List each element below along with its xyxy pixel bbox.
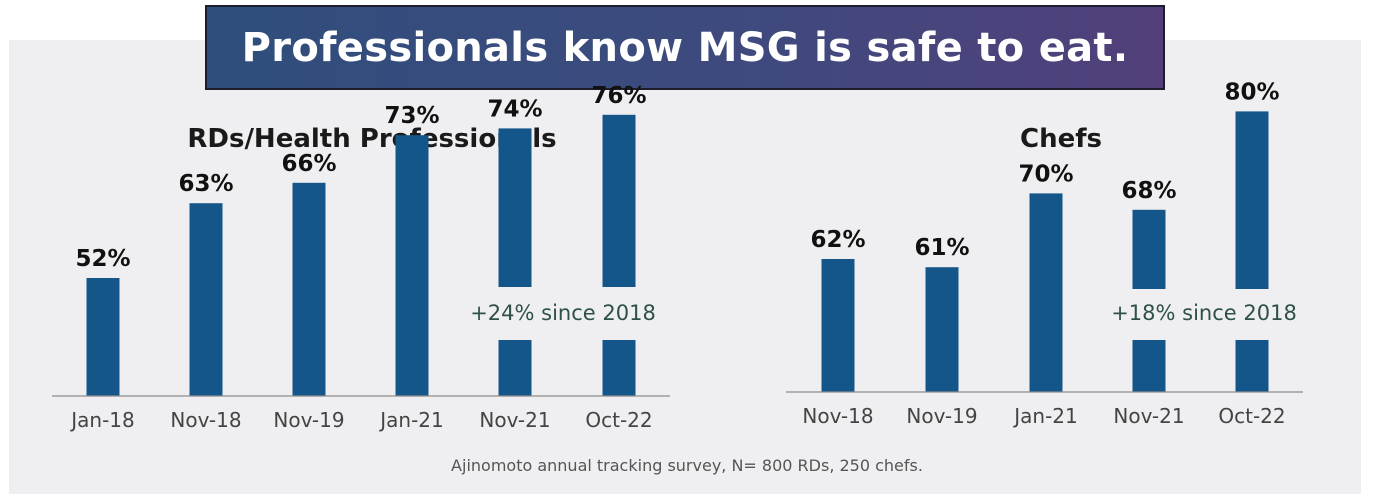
annotation-rds: +24% since 2018 (470, 301, 656, 325)
value-label-rds-2: 66% (281, 151, 336, 177)
bar-chefs-3-upper (1132, 209, 1166, 289)
tick-label-rds-2: Nov-19 (273, 408, 344, 432)
bar-rds-5-upper (602, 114, 636, 287)
value-label-rds-5: 76% (591, 83, 646, 109)
bar-rds-3 (395, 135, 429, 396)
tick-label-rds-5: Oct-22 (585, 408, 652, 432)
bar-chefs-4-upper (1235, 111, 1269, 290)
bar-rds-1 (189, 203, 223, 396)
banner-title: Professionals know MSG is safe to eat. (241, 24, 1129, 71)
value-label-rds-3: 73% (384, 103, 439, 129)
bar-chefs-3-lower (1132, 340, 1166, 392)
banner: Professionals know MSG is safe to eat. (205, 5, 1165, 90)
bar-rds-4-lower (498, 340, 532, 396)
value-label-chefs-3: 68% (1121, 178, 1176, 204)
tick-label-chefs-0: Nov-18 (802, 404, 873, 428)
tick-label-chefs-3: Nov-21 (1113, 404, 1184, 428)
tick-label-rds-1: Nov-18 (170, 408, 241, 432)
tick-label-rds-4: Nov-21 (479, 408, 550, 432)
value-label-chefs-4: 80% (1224, 79, 1279, 105)
bar-rds-5-lower (602, 340, 636, 396)
value-label-rds-0: 52% (75, 246, 130, 272)
value-label-chefs-2: 70% (1018, 161, 1073, 187)
value-label-chefs-0: 62% (810, 227, 865, 253)
source-note: Ajinomoto annual tracking survey, N= 800… (451, 456, 923, 475)
chart-title-rds: RDs/Health Professionals (187, 124, 556, 154)
bar-chefs-4-lower (1235, 340, 1269, 392)
bar-rds-2 (292, 182, 326, 396)
bar-chefs-1 (925, 267, 959, 392)
tick-label-chefs-4: Oct-22 (1218, 404, 1285, 428)
bar-rds-4-upper (498, 128, 532, 287)
bar-chefs-2 (1029, 193, 1063, 392)
value-label-rds-1: 63% (178, 171, 233, 197)
tick-label-rds-3: Jan-21 (378, 408, 444, 432)
chart-title-chefs: Chefs (1020, 124, 1102, 154)
tick-label-chefs-1: Nov-19 (906, 404, 977, 428)
value-label-rds-4: 74% (487, 96, 542, 122)
annotation-chefs: +18% since 2018 (1111, 301, 1297, 325)
bar-chefs-0 (821, 259, 855, 392)
bar-rds-0 (86, 278, 120, 396)
tick-label-chefs-2: Jan-21 (1012, 404, 1078, 428)
tick-label-rds-0: Jan-18 (69, 408, 135, 432)
value-label-chefs-1: 61% (914, 235, 969, 261)
